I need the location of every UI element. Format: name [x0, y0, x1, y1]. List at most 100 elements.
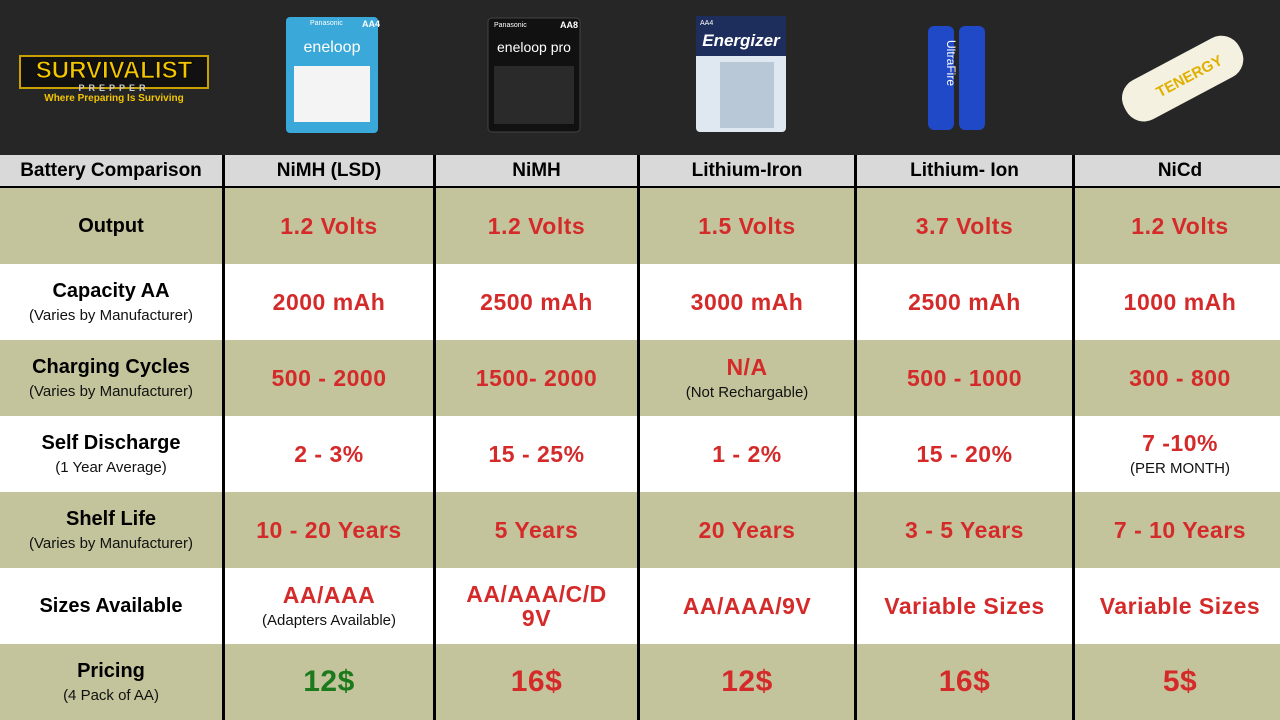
- cell: N/A (Not Rechargable): [640, 340, 854, 416]
- row-label: Self Discharge: [41, 432, 181, 454]
- cell: 1500- 2000: [436, 340, 637, 416]
- row-note: (Varies by Manufacturer): [29, 307, 193, 324]
- row-header: Capacity AA (Varies by Manufacturer): [0, 264, 222, 340]
- cell: 1.5 Volts: [640, 188, 854, 264]
- cell-value: 2000 mAh: [272, 288, 386, 315]
- logo-title: SURVIVALIST: [36, 57, 193, 84]
- cell: 15 - 20%: [857, 416, 1072, 492]
- cell: 3000 mAh: [640, 264, 854, 340]
- row-header: Output: [0, 188, 222, 264]
- cell-value: 15 - 25%: [488, 440, 585, 467]
- cell-note: (PER MONTH): [1130, 459, 1230, 477]
- cell-value: 2 - 3%: [294, 440, 364, 467]
- cell-value: 7 - 10 Years: [1113, 516, 1247, 543]
- cell-value: 7 -10%: [1142, 430, 1218, 457]
- cell: 16$: [857, 644, 1072, 720]
- logo-tagline: Where Preparing Is Surviving: [44, 93, 183, 104]
- cell-value: 2500 mAh: [908, 288, 1021, 315]
- pack-top: [696, 16, 786, 56]
- cell-note: (Not Rechargable): [685, 383, 809, 401]
- cell-value: 15 - 20%: [916, 440, 1013, 467]
- cell: 2500 mAh: [436, 264, 637, 340]
- battery: [959, 26, 985, 130]
- cell-note: (Adapters Available): [262, 611, 396, 629]
- row-note: (Varies by Manufacturer): [29, 383, 193, 400]
- row-note: (Varies by Manufacturer): [29, 535, 193, 552]
- battery: [928, 26, 954, 130]
- cell-value: 5 Years: [494, 516, 579, 543]
- brand: Energizer: [702, 31, 781, 50]
- comparison-table: Battery Comparison NiMH (LSD) NiMH Lithium-…: [0, 155, 1280, 720]
- row-note: (4 Pack of AA): [63, 687, 159, 704]
- cell-value: 16$: [510, 665, 563, 699]
- cell-value: 12$: [303, 665, 355, 699]
- cell: 2500 mAh: [857, 264, 1072, 340]
- cell: 1.2 Volts: [225, 188, 433, 264]
- logo-box: [19, 55, 209, 89]
- cell-value: 500 - 2000: [271, 364, 387, 391]
- cell: 12$: [225, 644, 433, 720]
- cell: 3 - 5 Years: [857, 492, 1072, 568]
- product-name: eneloop pro: [497, 39, 571, 55]
- cell: 2000 mAh: [225, 264, 433, 340]
- row-label: Sizes Available: [39, 594, 183, 617]
- cell-value: Variable Sizes: [884, 592, 1045, 619]
- cell: 20 Years: [640, 492, 854, 568]
- column-header: NiCd: [1075, 155, 1280, 188]
- cell-value: 20 Years: [698, 516, 796, 543]
- cell-value: 1000 mAh: [1123, 288, 1237, 315]
- cell: AA/AAA/C/D 9V: [436, 568, 637, 644]
- batteries: [294, 66, 370, 122]
- cell-value: 1.2 Volts: [1131, 212, 1229, 239]
- row-header: Sizes Available: [0, 568, 222, 644]
- cell: 1.2 Volts: [1075, 188, 1280, 264]
- battery: TENERGY: [1121, 35, 1244, 122]
- row-header: Shelf Life (Varies by Manufacturer): [0, 492, 222, 568]
- cell-value: 500 - 1000: [907, 364, 1022, 391]
- cell-value: 1500- 2000: [475, 364, 598, 391]
- cell: 1.2 Volts: [436, 188, 637, 264]
- brand: UltraFire: [944, 40, 958, 86]
- cell-value: 1 - 2%: [712, 440, 782, 467]
- column-header: Lithium-Iron: [640, 155, 854, 188]
- cell-value: 16$: [938, 665, 991, 699]
- cell: 1000 mAh: [1075, 264, 1280, 340]
- cell-value: N/A: [726, 354, 768, 381]
- cell-value: 1.2 Volts: [487, 212, 586, 239]
- row-label: Pricing: [77, 660, 145, 682]
- cell-value: 1.5 Volts: [698, 212, 796, 239]
- row-header: Pricing (4 Pack of AA): [0, 644, 222, 720]
- cell: 5$: [1075, 644, 1280, 720]
- cell-value: 2500 mAh: [480, 288, 593, 315]
- header-band: SURVIVALIST PREPPER Where Preparing Is S…: [0, 0, 1280, 155]
- column-header: NiMH (LSD): [225, 155, 433, 188]
- cell: 1 - 2%: [640, 416, 854, 492]
- cell-value: 3 - 5 Years: [905, 516, 1024, 543]
- cell-value: Variable Sizes: [1099, 592, 1261, 619]
- cell: Variable Sizes: [857, 568, 1072, 644]
- cell-value: AA/AAA: [282, 582, 376, 609]
- cell-value: 12$: [721, 665, 773, 699]
- cell: 7 - 10 Years: [1075, 492, 1280, 568]
- cell: 5 Years: [436, 492, 637, 568]
- batteries: [494, 66, 574, 124]
- pack-size: AA4: [700, 20, 713, 27]
- cell: 500 - 1000: [857, 340, 1072, 416]
- brand: Panasonic: [310, 20, 343, 27]
- batteries: [720, 62, 774, 128]
- header-art: SURVIVALIST PREPPER Where Preparing Is S…: [19, 16, 1244, 133]
- pack-size: AA8: [560, 20, 578, 30]
- cell-value: 300 - 800: [1129, 364, 1231, 391]
- column-header: NiMH: [436, 155, 637, 188]
- logo-subtitle: PREPPER: [78, 83, 149, 93]
- cell: 500 - 2000: [225, 340, 433, 416]
- row-note: (1 Year Average): [55, 459, 167, 476]
- column-header: Lithium- Ion: [857, 155, 1072, 188]
- cell-value: AA/AAA/9V: [682, 592, 812, 619]
- row-header: Charging Cycles (Varies by Manufacturer): [0, 340, 222, 416]
- cell: 3.7 Volts: [857, 188, 1072, 264]
- cell-value: 3000 mAh: [690, 288, 804, 315]
- cell: Variable Sizes: [1075, 568, 1280, 644]
- cell-value: AA/AAA/C/D 9V: [466, 580, 607, 631]
